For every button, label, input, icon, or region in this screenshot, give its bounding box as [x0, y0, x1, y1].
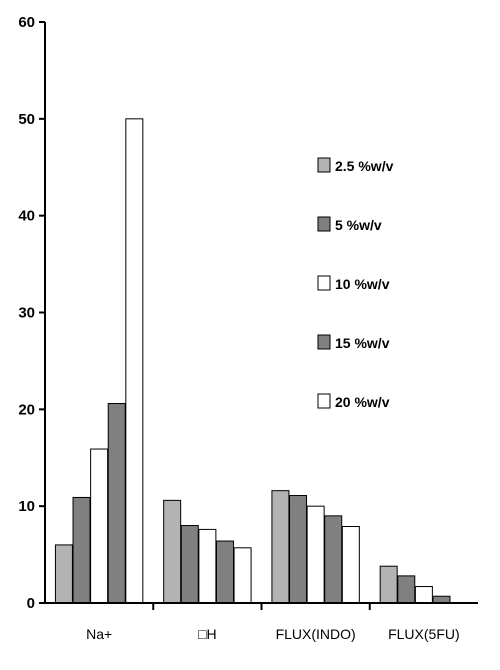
bar-0-0	[54, 544, 73, 604]
bar-3-1	[397, 575, 416, 604]
y-tick-label: 60	[18, 14, 35, 31]
bar-0-3	[107, 403, 126, 604]
x-categories: Na+ □H FLUX(INDO) FLUX(5FU)	[86, 603, 460, 642]
bars-layer	[54, 118, 451, 604]
y-ticks: 0 10 20 30 40 50 60	[18, 14, 45, 612]
bar-2-1	[289, 495, 308, 604]
bar-3-3	[432, 595, 451, 604]
legend-swatch	[317, 275, 331, 291]
y-tick-label: 20	[18, 401, 35, 418]
bar-1-1	[180, 525, 199, 604]
legend-label: 10 %w/v	[335, 276, 390, 292]
bar-0-1	[72, 496, 91, 604]
bar-1-2	[198, 528, 217, 604]
bar-3-0	[379, 565, 398, 604]
bar-0-2	[90, 448, 109, 604]
y-tick-label: 40	[18, 208, 35, 225]
legend-label: 20 %w/v	[335, 394, 390, 410]
bar-1-0	[163, 499, 182, 604]
y-tick-label: 50	[18, 111, 35, 128]
legend-swatch	[317, 334, 331, 350]
bar-2-0	[271, 490, 290, 604]
y-tick-label: 10	[18, 498, 35, 515]
bar-2-4	[341, 526, 360, 604]
legend-label: 15 %w/v	[335, 335, 390, 351]
legend: 2.5 %w/v 5 %w/v 10 %w/v 15 %w/v 20 %w/v	[317, 157, 394, 410]
bar-2-2	[306, 505, 325, 604]
bar-0-4	[125, 118, 144, 604]
legend-swatch	[317, 216, 331, 232]
legend-swatch	[317, 157, 331, 173]
x-category-label: Na+	[86, 626, 112, 642]
x-category-label: □H	[198, 626, 217, 642]
bar-3-2	[414, 586, 433, 604]
y-tick-label: 0	[27, 595, 35, 612]
legend-label: 5 %w/v	[335, 217, 382, 233]
x-category-label: FLUX(5FU)	[388, 626, 460, 642]
bar-2-3	[324, 515, 343, 604]
legend-label: 2.5 %w/v	[335, 158, 394, 174]
legend-swatch	[317, 393, 331, 409]
bar-1-3	[215, 540, 234, 604]
bar-1-4	[233, 547, 252, 604]
x-category-label: FLUX(INDO)	[276, 626, 356, 642]
y-tick-label: 30	[18, 305, 35, 322]
